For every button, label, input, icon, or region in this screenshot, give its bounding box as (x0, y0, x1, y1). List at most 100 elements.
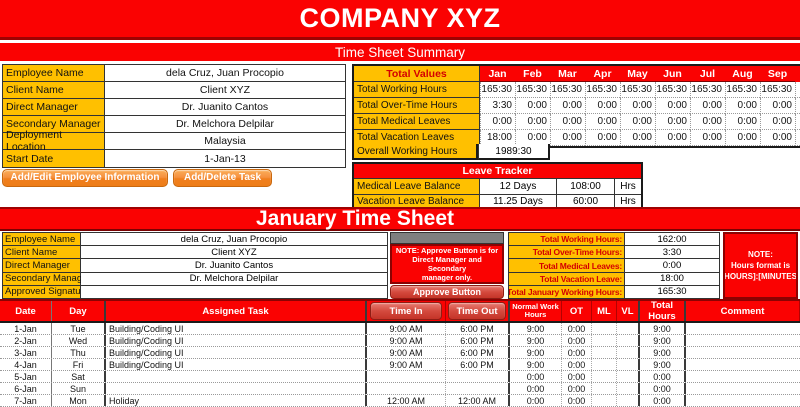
total-hours-cell[interactable]: 9:00 (640, 347, 686, 358)
ml-cell[interactable] (592, 371, 617, 382)
ot-cell[interactable]: 0:00 (562, 395, 592, 406)
comment-cell[interactable] (686, 371, 800, 382)
vl-cell[interactable] (617, 323, 640, 334)
day-cell[interactable]: Mon (52, 395, 106, 406)
task-cell[interactable]: Holiday (106, 395, 367, 406)
date-cell[interactable]: 6-Jan (0, 383, 52, 394)
ml-cell[interactable] (592, 323, 617, 334)
comment-cell[interactable] (686, 395, 800, 406)
employee-name-value[interactable]: dela Cruz, Juan Procopio (105, 65, 345, 81)
ml-cell[interactable] (592, 335, 617, 346)
normal-hours-cell[interactable]: 9:00 (510, 335, 562, 346)
ml-cell[interactable] (592, 395, 617, 406)
day-cell[interactable]: Sun (52, 383, 106, 394)
timesheet-row: 6-Jan Sun 0:00 0:00 0:00 (0, 383, 800, 395)
time-out-cell[interactable]: 6:00 PM (446, 323, 510, 334)
time-in-cell[interactable]: 9:00 AM (367, 359, 446, 370)
secondary-manager-value[interactable]: Dr. Melchora Delpilar (105, 116, 345, 132)
client-name-value[interactable]: Client XYZ (81, 246, 387, 259)
task-cell[interactable] (106, 383, 367, 394)
vl-cell[interactable] (617, 371, 640, 382)
comment-cell[interactable] (686, 335, 800, 346)
ot-cell[interactable]: 0:00 (562, 347, 592, 358)
time-out-cell[interactable]: 6:00 PM (446, 359, 510, 370)
date-cell[interactable]: 1-Jan (0, 323, 52, 334)
task-cell[interactable]: Building/Coding UI (106, 335, 367, 346)
date-cell[interactable]: 2-Jan (0, 335, 52, 346)
time-out-header-button[interactable]: Time Out (448, 302, 506, 320)
vl-cell[interactable] (617, 383, 640, 394)
total-hours-cell[interactable]: 0:00 (640, 371, 686, 382)
time-in-cell[interactable] (367, 371, 446, 382)
comment-cell[interactable] (686, 323, 800, 334)
date-cell[interactable]: 7-Jan (0, 395, 52, 406)
task-cell[interactable] (106, 371, 367, 382)
add-delete-task-button[interactable]: Add/Delete Task (173, 169, 272, 187)
normal-hours-cell[interactable]: 0:00 (510, 395, 562, 406)
approved-signature-value[interactable] (81, 285, 387, 299)
day-cell[interactable]: Tue (52, 323, 106, 334)
total-hours-cell[interactable]: 0:00 (640, 395, 686, 406)
direct-manager-value[interactable]: Dr. Juanito Cantos (81, 259, 387, 272)
day-cell[interactable]: Thu (52, 347, 106, 358)
ml-cell[interactable] (592, 359, 617, 370)
ot-cell[interactable]: 0:00 (562, 323, 592, 334)
info-label: Employee Name (3, 65, 105, 81)
time-in-cell[interactable] (367, 383, 446, 394)
normal-hours-cell[interactable]: 0:00 (510, 383, 562, 394)
ml-cell[interactable] (592, 347, 617, 358)
time-in-cell[interactable]: 12:00 AM (367, 395, 446, 406)
comment-cell[interactable] (686, 359, 800, 370)
date-cell[interactable]: 4-Jan (0, 359, 52, 370)
vl-cell[interactable] (617, 347, 640, 358)
task-cell[interactable]: Building/Coding UI (106, 359, 367, 370)
time-out-cell[interactable]: 6:00 PM (446, 347, 510, 358)
day-cell[interactable]: Fri (52, 359, 106, 370)
time-out-cell[interactable]: 12:00 AM (446, 395, 510, 406)
date-cell[interactable]: 5-Jan (0, 371, 52, 382)
normal-hours-cell[interactable]: 9:00 (510, 347, 562, 358)
ot-cell[interactable]: 0:00 (562, 371, 592, 382)
secondary-manager-value[interactable]: Dr. Melchora Delpilar (81, 272, 387, 285)
ml-cell[interactable] (592, 383, 617, 394)
deployment-location-value[interactable]: Malaysia (105, 133, 345, 149)
approve-button[interactable]: Approve Button (390, 285, 504, 299)
add-edit-employee-button[interactable]: Add/Edit Employee Information (2, 169, 168, 187)
time-in-header-button[interactable]: Time In (370, 302, 442, 320)
day-cell[interactable]: Wed (52, 335, 106, 346)
normal-hours-cell[interactable]: 9:00 (510, 323, 562, 334)
vl-cell[interactable] (617, 359, 640, 370)
ot-cell[interactable]: 0:00 (562, 335, 592, 346)
total-hours-cell[interactable]: 9:00 (640, 335, 686, 346)
gray-spacer-cell (390, 232, 504, 244)
time-out-cell[interactable]: 6:00 PM (446, 335, 510, 346)
client-name-value[interactable]: Client XYZ (105, 82, 345, 98)
ot-cell[interactable]: 0:00 (562, 359, 592, 370)
total-hours-cell[interactable]: 9:00 (640, 359, 686, 370)
totals-row: Total Vacation Leaves 18:00 0:00 0:00 0:… (354, 130, 800, 146)
time-in-cell[interactable]: 9:00 AM (367, 323, 446, 334)
date-cell[interactable]: 3-Jan (0, 347, 52, 358)
comment-cell[interactable] (686, 383, 800, 394)
task-cell[interactable]: Building/Coding UI (106, 347, 367, 358)
time-in-cell[interactable]: 9:00 AM (367, 335, 446, 346)
start-date-value[interactable]: 1-Jan-13 (105, 150, 345, 167)
total-hours-cell[interactable]: 0:00 (640, 383, 686, 394)
totals-cell: 0:00 (550, 98, 585, 114)
leave-label: Medical Leave Balance (354, 179, 480, 194)
normal-hours-cell[interactable]: 0:00 (510, 371, 562, 382)
time-in-cell[interactable]: 9:00 AM (367, 347, 446, 358)
task-cell[interactable]: Building/Coding UI (106, 323, 367, 334)
direct-manager-value[interactable]: Dr. Juanito Cantos (105, 99, 345, 115)
ot-cell[interactable]: 0:00 (562, 383, 592, 394)
normal-hours-cell[interactable]: 9:00 (510, 359, 562, 370)
employee-name-value[interactable]: dela Cruz, Juan Procopio (81, 233, 387, 246)
vl-cell[interactable] (617, 335, 640, 346)
time-out-cell[interactable] (446, 383, 510, 394)
time-out-cell[interactable] (446, 371, 510, 382)
vl-cell[interactable] (617, 395, 640, 406)
total-hours-cell[interactable]: 9:00 (640, 323, 686, 334)
comment-cell[interactable] (686, 347, 800, 358)
day-cell[interactable]: Sat (52, 371, 106, 382)
